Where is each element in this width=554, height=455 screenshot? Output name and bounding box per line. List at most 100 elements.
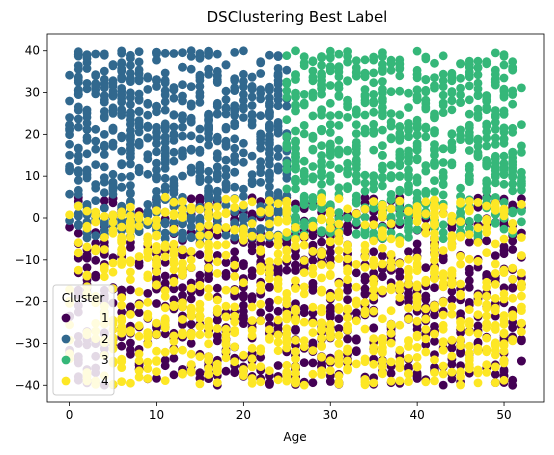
data-point [404, 377, 413, 386]
data-point [117, 182, 127, 192]
data-point [230, 225, 240, 235]
data-point [212, 77, 222, 86]
data-point [212, 331, 222, 340]
data-point [239, 46, 248, 56]
data-point [482, 360, 492, 370]
data-point [360, 230, 370, 240]
data-point [360, 354, 370, 364]
data-point [82, 263, 92, 272]
data-point [230, 86, 240, 95]
data-point [186, 283, 196, 293]
data-point [421, 189, 431, 199]
data-point [291, 212, 300, 222]
data-point [291, 335, 300, 345]
data-point [308, 134, 318, 143]
data-point [82, 252, 92, 262]
data-point [508, 99, 518, 109]
data-point [404, 247, 413, 256]
data-point [152, 193, 161, 203]
data-point [82, 242, 92, 252]
data-point [299, 358, 309, 367]
data-point [334, 314, 344, 324]
data-point [386, 228, 396, 238]
data-point [473, 213, 483, 223]
data-point [82, 223, 92, 233]
data-point [299, 317, 309, 327]
data-point [169, 131, 179, 140]
data-point [143, 234, 153, 244]
data-point [212, 223, 222, 233]
data-point [273, 284, 283, 293]
data-point [143, 216, 153, 226]
data-point [325, 160, 335, 170]
data-point [160, 320, 170, 329]
data-point [378, 348, 387, 358]
data-point [160, 164, 170, 173]
data-point [273, 199, 283, 209]
data-point [291, 223, 300, 232]
data-point [395, 122, 405, 131]
data-point [378, 150, 387, 160]
data-point [73, 265, 83, 275]
data-point [343, 356, 352, 366]
data-point [421, 85, 431, 95]
data-point [404, 289, 413, 298]
data-point [160, 78, 170, 88]
data-point [125, 74, 135, 83]
data-point [308, 202, 318, 211]
data-point [482, 141, 492, 151]
data-point [386, 190, 396, 199]
data-point [99, 212, 109, 221]
data-point [178, 245, 187, 255]
data-point [360, 178, 370, 188]
data-point [334, 62, 344, 71]
data-point [325, 319, 335, 329]
data-point [247, 92, 257, 102]
data-point [282, 376, 292, 386]
data-point [308, 302, 318, 312]
data-point [421, 95, 431, 105]
data-point [204, 202, 214, 211]
data-point [334, 349, 344, 359]
data-point [404, 254, 413, 264]
data-point [230, 48, 240, 57]
data-point [351, 282, 361, 292]
data-point [421, 222, 431, 231]
data-point [99, 219, 109, 229]
data-point [178, 330, 187, 340]
data-point [325, 111, 335, 120]
data-point [490, 205, 500, 215]
data-point [438, 90, 448, 100]
data-point [265, 93, 274, 103]
data-point [186, 331, 196, 341]
data-point [412, 119, 422, 129]
data-point [464, 216, 474, 226]
data-point [117, 237, 127, 246]
data-point [91, 196, 101, 206]
data-point [369, 306, 379, 316]
data-point [108, 61, 118, 71]
data-point [178, 298, 187, 307]
data-point [369, 274, 379, 284]
data-point [369, 285, 379, 295]
data-point [169, 302, 179, 311]
data-point [464, 355, 474, 365]
data-point [282, 239, 292, 249]
data-point [265, 160, 274, 169]
data-point [325, 312, 335, 322]
data-point [490, 151, 500, 161]
data-point [517, 179, 526, 189]
data-point [186, 117, 196, 126]
data-point [256, 69, 266, 78]
legend-label: 1 [101, 311, 109, 325]
data-point [378, 369, 387, 379]
data-point [152, 273, 161, 283]
data-point [351, 334, 361, 344]
data-point [499, 123, 509, 133]
data-point [178, 115, 187, 124]
data-point [273, 315, 283, 325]
data-point [447, 335, 457, 345]
data-point [230, 302, 240, 312]
data-point [395, 293, 405, 302]
